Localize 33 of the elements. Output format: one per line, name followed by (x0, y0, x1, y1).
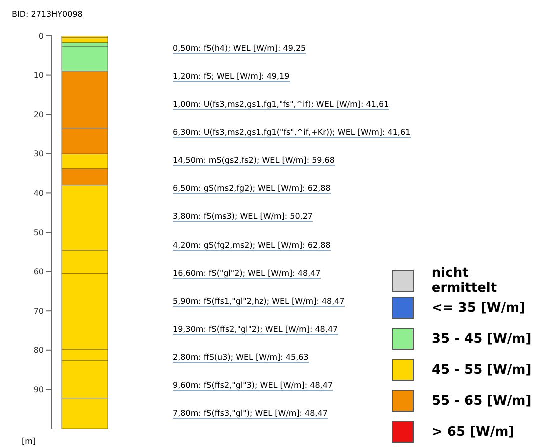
text: <= 35 [W/m] (432, 300, 526, 316)
y-tick-label: 30 (34, 150, 44, 159)
text: 55 - 65 [W/m] (432, 394, 532, 408)
text: 16,60m: fS("gl"2); WEL [W/m]: 48,47 (173, 268, 321, 279)
y-tick-label: 60 (34, 268, 44, 277)
text: 4,20m: gS(fg2,ms2); WEL [W/m]: 62,88 (173, 240, 331, 251)
text: 1,00m: U(fs3,ms2,gs1,fg1,"fs",^if); WEL [W/m]: 41,61 (173, 100, 390, 110)
text: > 65 [W/m] (432, 424, 515, 440)
text: 6,50m: gS(ms2,fg2); WEL [W/m]: 62,88 (173, 184, 331, 194)
y-tick-label: 0 (38, 32, 44, 41)
y-tick-label: 50 (34, 228, 44, 238)
y-tick-label: 80 (34, 346, 44, 356)
text: 19,30m: fS(ffs2,"gl"2); WEL [W/m]: 48,47 (173, 324, 338, 335)
text: 45 - 55 [W/m] (432, 362, 532, 378)
text: 9,60m: fS(ffs2,"gl"3); WEL [W/m]: 48,47 (173, 380, 334, 391)
text: nicht ermittelt (432, 266, 498, 296)
bar (62, 38, 108, 43)
y-tick-label: 90 (34, 386, 44, 395)
y-tick-label: 40 (34, 189, 44, 198)
text: 0,50m: fS(h4); WEL [W/m]: 49,25 (173, 44, 306, 54)
text: 3,80m: fS(ms3); WEL [W/m]: 50,27 (173, 212, 314, 222)
y-tick-label: 20 (34, 110, 44, 120)
y-tick-label: 70 (34, 306, 44, 316)
text: 35 - 45 [W/m] (432, 332, 532, 346)
y-axis-title: [m] (22, 437, 36, 446)
text: 1,20m: fS; WEL [W/m]: 49,19 (173, 72, 290, 82)
text: 7,80m: fS(ffs3,"gl"); WEL [W/m]: 48,47 (173, 408, 328, 419)
text: 14,50m: mS(gs2,fs2); WEL [W/m]: 59,68 (173, 156, 335, 166)
text: 5,90m: fS(ffs1,"gl"2,hz); WEL [W/m]: 48,47 (173, 296, 345, 307)
y-tick-label: 10 (34, 71, 44, 80)
text: 2,80m: ffS(u3); WEL [W/m]: 45,63 (173, 352, 309, 363)
chart-title: BID: 2713HY0098 (12, 10, 83, 19)
text: 6,30m: U(fs3,ms2,gs1,fg1("fs",^if,+Kr)); WEL [W/m]: 41,61 (173, 128, 411, 138)
